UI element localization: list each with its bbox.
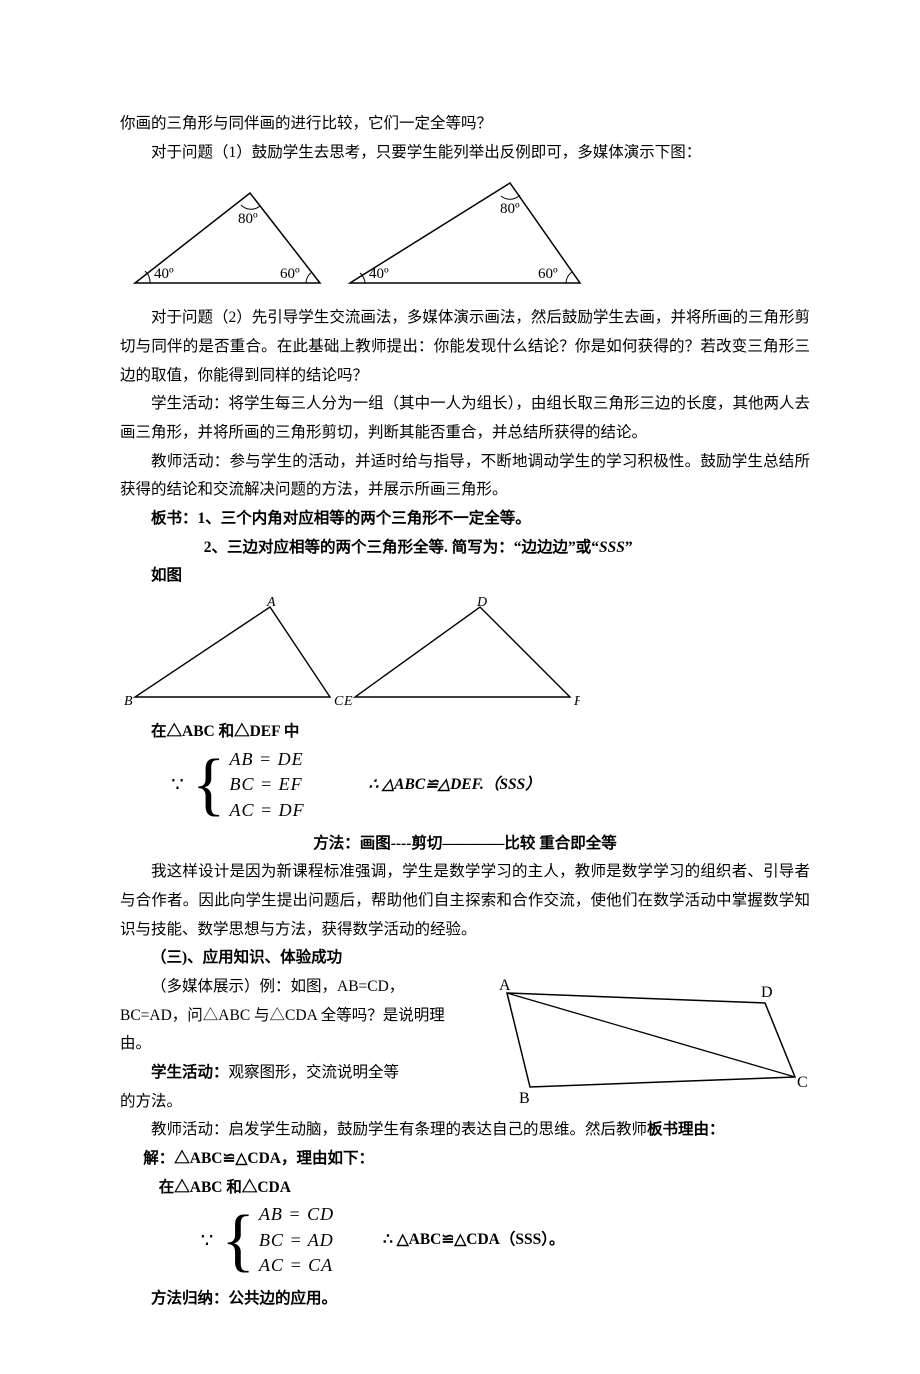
conclusion-2: ∴ △ABC≌△CDA（SSS）。 — [383, 1231, 564, 1248]
text: 你画的三角形与同伴画的进行比较，它们一定全等吗？ — [120, 115, 492, 132]
tri1-label-40: 40º — [154, 266, 174, 282]
text: 2、三边对应相等的两个三角形全等. 简写为：“边边边”或“ — [204, 539, 599, 556]
tri2-label-80: 80º — [500, 201, 520, 217]
label-b: B — [124, 694, 133, 709]
math-1: ∵ { AB = DE BC = EF AC = DF — [171, 747, 305, 824]
tri2-arc-c — [566, 272, 572, 283]
because-icon: ∵ — [171, 773, 184, 797]
text: 教师活动：启发学生动脑，鼓励学生有条理的表达自己的思维。然后教师 — [151, 1121, 647, 1138]
sss: SSS — [599, 539, 625, 556]
tri2-label-40: 40º — [369, 266, 389, 282]
label-e: E — [343, 694, 353, 709]
row3: AC = CA — [259, 1253, 334, 1279]
label-a: A — [499, 977, 511, 994]
para-4: 学生活动：将学生每三人分为一组（其中一人为组长），由组长取三角形三边的长度，其他… — [120, 390, 810, 447]
text: 我这样设计是因为新课程标准强调，学生是数学学习的主人，教师是数学学习的组织者、引… — [120, 863, 810, 937]
text: 如图 — [151, 567, 182, 584]
conclusion-1: ∴ △ABC≌△DEF.（SSS） — [369, 776, 541, 793]
text: 教师活动：参与学生的活动，并适时给与指导，不断地调动学生的学习积极性。鼓励学生总… — [120, 453, 810, 499]
solution-2: 在△ABC 和△CDA — [120, 1174, 810, 1203]
tri1-arc-a — [241, 205, 260, 209]
tri1-arc-c — [306, 272, 312, 283]
tri1-label-80: 80º — [238, 211, 258, 227]
label-c: C — [797, 1074, 808, 1091]
text: 解：△ABC≌△CDA，理由如下： — [143, 1150, 374, 1167]
cases-block-2: ∵ { AB = CD BC = AD AC = CA ∴ △ABC≌△CDA（… — [120, 1202, 810, 1279]
para-2: 对于问题（1）鼓励学生去思考，只要学生能列举出反例即可，多媒体演示下图： — [120, 139, 810, 168]
quad-outline — [507, 993, 795, 1087]
because-icon: ∵ — [201, 1229, 214, 1253]
text: 学生活动：将学生每三人分为一组（其中一人为组长），由组长取三角形三边的长度，其他… — [120, 395, 810, 441]
row2: BC = AD — [259, 1228, 334, 1254]
teacher-activity: 教师活动：启发学生动脑，鼓励学生有条理的表达自己的思维。然后教师板书理由： — [120, 1116, 810, 1145]
brace-icon: { — [221, 1206, 255, 1276]
quad-figure: A D B C — [475, 975, 810, 1107]
two-triangles-svg: 40º 80º 60º 40º 80º 60º — [120, 173, 600, 298]
method-summary: 方法归纳：公共边的应用。 — [120, 1285, 810, 1314]
text: 对于问题（2）先引导学生交流画法，多媒体演示画法，然后鼓励学生去画，并将所画的三… — [120, 309, 810, 383]
label-c: C — [334, 694, 344, 709]
board-1: 板书：1、三个内角对应相等的两个三角形不一定全等。 — [120, 505, 810, 534]
solution-1: 解：△ABC≌△CDA，理由如下： — [120, 1145, 810, 1174]
label-d: D — [761, 984, 773, 1001]
tri-def — [355, 607, 570, 697]
text: 由。 — [120, 1035, 151, 1052]
row3: AC = DF — [229, 798, 304, 824]
label-d: D — [476, 597, 487, 610]
triangle-1: 40º 80º 60º — [135, 193, 320, 283]
text: 的方法。 — [120, 1093, 182, 1110]
counterexample-figure: 40º 80º 60º 40º 80º 60º — [120, 173, 810, 298]
math-2: ∵ { AB = CD BC = AD AC = CA — [201, 1202, 335, 1279]
para-3: 对于问题（2）先引导学生交流画法，多媒体演示画法，然后鼓励学生去画，并将所画的三… — [120, 304, 810, 390]
row1: AB = CD — [259, 1202, 334, 1228]
text: 方法归纳：公共边的应用。 — [151, 1290, 337, 1307]
quad-svg: A D B C — [475, 975, 810, 1107]
section-3-title: （三)、应用知识、体验成功 — [120, 944, 810, 973]
text: ” — [625, 539, 633, 556]
example-block: A D B C （多媒体展示）例：如图，AB=CD， BC=AD，问△ABC 与… — [120, 973, 810, 1116]
brace-icon: { — [192, 750, 226, 820]
board-3: 如图 — [120, 562, 810, 591]
cases: AB = CD BC = AD AC = CA — [259, 1202, 334, 1279]
text: （多媒体展示）例：如图，AB=CD， — [151, 978, 404, 995]
board-2: 2、三边对应相等的两个三角形全等. 简写为：“边边边”或“SSS” — [120, 534, 810, 563]
triangle-2: 40º 80º 60º — [350, 183, 580, 283]
text: 观察图形，交流说明全等 — [229, 1064, 400, 1081]
tri1-label-60: 60º — [280, 266, 300, 282]
label-b: B — [519, 1090, 530, 1107]
text: （三)、应用知识、体验成功 — [151, 949, 342, 966]
tri2-label-60: 60º — [538, 266, 558, 282]
congruent-figure: A B C D E F — [120, 597, 810, 712]
method-line: 方法：画图----剪切————比较 重合即全等 — [120, 830, 810, 859]
row2: BC = EF — [229, 772, 304, 798]
cases: AB = DE BC = EF AC = DF — [229, 747, 304, 824]
para-1: 你画的三角形与同伴画的进行比较，它们一定全等吗？ — [120, 110, 810, 139]
cases-block-1: ∵ { AB = DE BC = EF AC = DF ∴ △ABC≌△DEF.… — [120, 747, 810, 824]
text: 板书：1、三个内角对应相等的两个三角形不一定全等。 — [151, 510, 531, 527]
text: BC=AD，问△ABC 与△CDA 全等吗？是说明理 — [120, 1007, 445, 1024]
label-a: A — [266, 597, 276, 610]
diagonal — [507, 993, 795, 1077]
abc-def-svg: A B C D E F — [120, 597, 580, 712]
text: 在△ABC 和△DEF 中 — [151, 723, 299, 740]
text: 对于问题（1）鼓励学生去思考，只要学生能列举出反例即可，多媒体演示下图： — [151, 144, 701, 161]
para-6: 我这样设计是因为新课程标准强调，学生是数学学习的主人，教师是数学学习的组织者、引… — [120, 858, 810, 944]
text: 在△ABC 和△CDA — [159, 1179, 291, 1196]
para-5: 教师活动：参与学生的活动，并适时给与指导，不断地调动学生的学习积极性。鼓励学生总… — [120, 448, 810, 505]
text: 方法：画图----剪切————比较 重合即全等 — [313, 835, 617, 852]
boardreason: 板书理由： — [647, 1121, 725, 1138]
tri2-arc-a — [501, 195, 520, 199]
tri-abc — [135, 607, 330, 697]
label-f: F — [573, 694, 580, 709]
label: 学生活动： — [151, 1064, 229, 1081]
in-triangle-1: 在△ABC 和△DEF 中 — [120, 718, 810, 747]
row1: AB = DE — [229, 747, 304, 773]
